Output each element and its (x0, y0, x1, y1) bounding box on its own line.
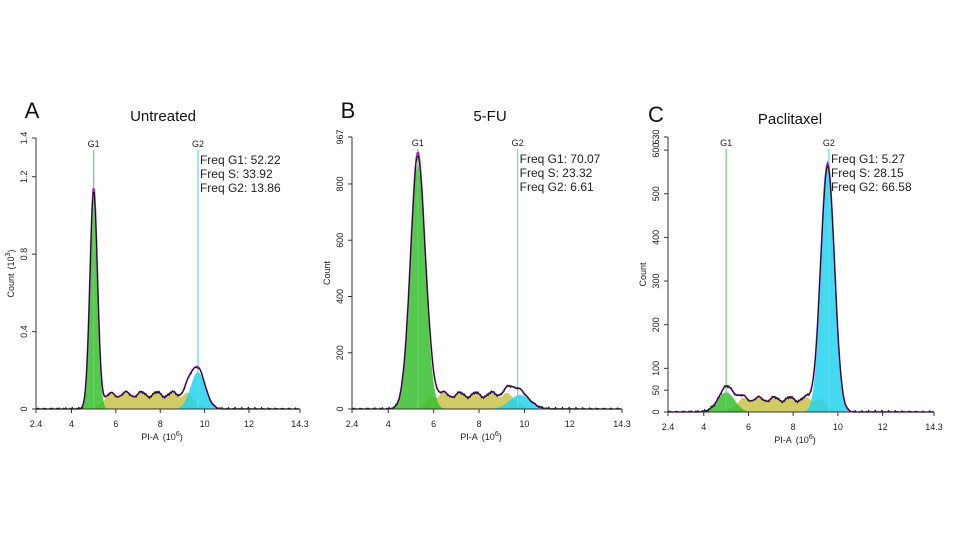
y-tick-label: 0 (19, 406, 29, 411)
x-tick-label: 14.3 (291, 419, 309, 429)
y-axis-label: Count (638, 262, 648, 287)
frequency-stat-label: Freq G2: 13.86 (200, 181, 281, 195)
y-axis-title: Count (103) (5, 250, 16, 298)
g1-peak-area (668, 392, 934, 412)
x-axis-unit: (10 (163, 432, 176, 442)
y-tick-label: 100 (651, 361, 661, 376)
x-axis-unit-close: ) (813, 435, 816, 445)
x-tick-label: 6 (431, 419, 436, 429)
g1-gate-label: G1 (88, 139, 100, 149)
y-axis-exponent: 3 (5, 252, 12, 256)
y-tick-label: 0 (335, 406, 345, 411)
chart-title: Untreated (130, 108, 196, 125)
x-axis-unit: (10 (796, 435, 809, 445)
x-tick-label: 2.4 (662, 422, 675, 432)
x-tick-label: 6 (746, 422, 751, 432)
y-tick-label: 50 (651, 385, 661, 395)
x-tick-label: 4 (386, 419, 391, 429)
y-tick-label: 800 (335, 176, 345, 191)
panel-letter: A (25, 98, 40, 123)
frequency-stat-label: Freq G1: 52.22 (200, 153, 281, 167)
frequency-stat-label: Freq S: 28.15 (831, 166, 904, 180)
frequency-stat-label: Freq G2: 6.61 (520, 180, 594, 194)
panels-group: A Untreated G1 G2 2.4 4 6 8 10 12 14.3 0 0.4 0.8 1.2 1.… (5, 98, 943, 445)
x-axis-label: PI-A (774, 435, 792, 445)
x-axis-label: PI-A (460, 432, 478, 442)
plot-area (668, 137, 934, 412)
y-tick-label: 400 (651, 230, 661, 245)
y-axis-unit: (10 (6, 256, 16, 269)
x-axis-unit-close: ) (499, 432, 502, 442)
x-tick-label: 14.3 (613, 419, 631, 429)
x-tick-label: 8 (477, 419, 482, 429)
g2-gate-label: G2 (512, 138, 524, 148)
y-tick-label: 967 (335, 129, 345, 144)
y-tick-label: 400 (335, 289, 345, 304)
x-tick-label: 4 (69, 419, 74, 429)
x-tick-label: 2.4 (30, 419, 43, 429)
histogram-panel: C Paclitaxel G1 G2 2.4 4 6 8 10 12 14.3 0 50 100 200 30… (638, 102, 943, 445)
panel-letter: C (648, 102, 664, 127)
g1-peak-area (352, 164, 622, 409)
x-tick-label: 14.3 (925, 422, 943, 432)
x-axis-title: PI-A (106) (774, 434, 815, 445)
x-tick-label: 4 (701, 422, 706, 432)
y-tick-label: 600 (651, 143, 661, 158)
plot-area (36, 138, 300, 409)
g2-gate-label: G2 (192, 139, 204, 149)
y-tick-label: 500 (651, 186, 661, 201)
x-axis-title: PI-A (106) (460, 431, 501, 442)
x-axis-unit-close: ) (180, 432, 183, 442)
y-axis-unit-close: ) (6, 250, 16, 253)
y-axis-label: Count (6, 273, 16, 298)
histogram-panel: B 5-FU G1 G2 2.4 4 6 8 10 12 14.3 0 200 400 600 800 967 P… (322, 98, 631, 442)
x-axis-label: PI-A (141, 432, 159, 442)
y-tick-label: 1.2 (19, 170, 29, 183)
y-tick-label: 0 (651, 409, 661, 414)
frequency-stat-label: Freq S: 33.92 (200, 167, 273, 181)
frequency-stat-label: Freq G2: 66.58 (831, 180, 912, 194)
y-axis-title: Count (322, 261, 332, 286)
frequency-stat-label: Freq G1: 70.07 (520, 152, 601, 166)
x-axis-exponent: 6 (809, 434, 813, 441)
y-axis-title: Count (638, 262, 648, 287)
x-tick-label: 12 (565, 419, 575, 429)
chart-title: Paclitaxel (758, 111, 822, 128)
x-tick-label: 8 (791, 422, 796, 432)
frequency-stat-label: Freq S: 23.32 (520, 166, 593, 180)
chart-title: 5-FU (473, 108, 506, 125)
x-tick-label: 12 (244, 419, 254, 429)
x-tick-label: 2.4 (346, 419, 359, 429)
y-tick-label: 0.4 (19, 325, 29, 338)
s-phase-area (352, 392, 622, 409)
g1-gate-label: G1 (412, 138, 424, 148)
x-axis-exponent: 6 (495, 431, 499, 438)
x-axis-title: PI-A (106) (141, 431, 182, 442)
y-tick-label: 200 (335, 345, 345, 360)
y-tick-label: 600 (335, 233, 345, 248)
y-tick-label: 1.4 (19, 132, 29, 145)
x-tick-label: 10 (519, 419, 529, 429)
y-tick-label: 200 (651, 317, 661, 332)
x-axis-unit: (10 (482, 432, 495, 442)
x-tick-label: 6 (113, 419, 118, 429)
y-tick-label: 0.8 (19, 248, 29, 261)
g1-gate-label: G1 (720, 138, 732, 148)
y-tick-label: 630 (651, 129, 661, 144)
x-tick-label: 8 (158, 419, 163, 429)
frequency-stat-label: Freq G1: 5.27 (831, 152, 905, 166)
y-tick-label: 300 (651, 274, 661, 289)
x-tick-label: 10 (833, 422, 843, 432)
x-tick-label: 10 (200, 419, 210, 429)
histogram-panel: A Untreated G1 G2 2.4 4 6 8 10 12 14.3 0 0.4 0.8 1.2 1.… (5, 98, 309, 442)
plot-area (352, 137, 622, 409)
panel-letter: B (341, 98, 356, 123)
x-axis-exponent: 6 (176, 431, 180, 438)
y-axis-label: Count (322, 261, 332, 286)
x-tick-label: 12 (878, 422, 888, 432)
g2-gate-label: G2 (823, 138, 835, 148)
